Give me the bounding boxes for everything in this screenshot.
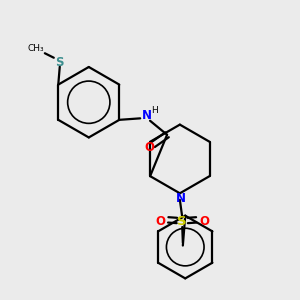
Text: N: N <box>142 110 152 122</box>
Text: H: H <box>151 106 158 116</box>
Text: N: N <box>176 192 185 205</box>
Text: O: O <box>155 214 166 228</box>
Text: CH₃: CH₃ <box>28 44 44 53</box>
Text: S: S <box>177 215 187 228</box>
Text: O: O <box>199 214 209 228</box>
Text: S: S <box>56 56 64 69</box>
Text: O: O <box>144 141 154 154</box>
